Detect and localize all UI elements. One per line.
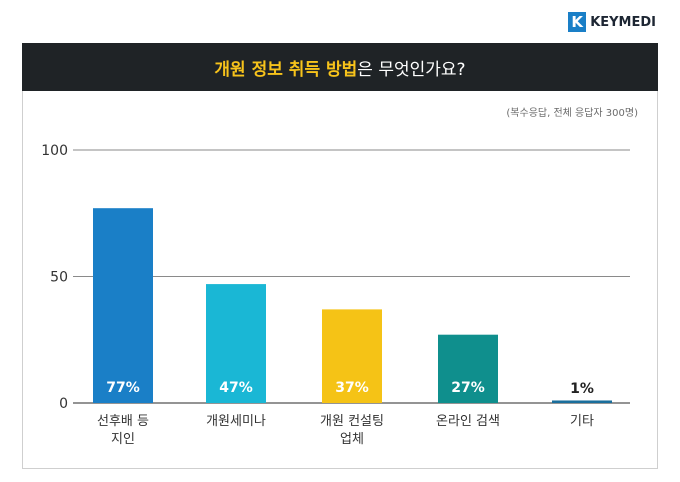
x-tick-label: 지인 — [111, 432, 135, 447]
data-label: 37% — [335, 380, 369, 396]
bar — [552, 400, 612, 403]
data-label: 1% — [570, 381, 594, 397]
x-tick-label: 업체 — [340, 432, 364, 447]
bar — [206, 284, 266, 403]
x-tick-label: 개원 컨설팅 — [320, 414, 384, 429]
survey-note: (복수응답, 전체 응답자 300명) — [506, 108, 638, 119]
x-tick-label: 개원세미나 — [206, 414, 266, 429]
x-tick-label: 선후배 등 — [97, 414, 149, 429]
bar — [438, 334, 498, 403]
x-tick-label: 기타 — [570, 414, 594, 429]
logo-mark: K — [568, 12, 587, 32]
title-highlight: 개원 정보 취득 방법 — [214, 59, 358, 80]
brand-logo: K KEYMEDI — [568, 12, 656, 32]
y-tick-label: 100 — [41, 143, 68, 159]
data-label: 47% — [219, 380, 253, 396]
title-bar: 개원 정보 취득 방법 은 무엇인가요? — [22, 43, 658, 91]
data-label: 27% — [451, 380, 485, 396]
data-label: 77% — [106, 380, 140, 396]
title-rest: 은 무엇인가요? — [357, 59, 466, 80]
y-tick-label: 50 — [50, 270, 68, 286]
bar — [93, 208, 153, 403]
brand-name: KEYMEDI — [590, 14, 656, 30]
bar — [322, 309, 382, 403]
y-tick-label: 0 — [59, 396, 68, 412]
x-tick-label: 온라인 검색 — [436, 414, 500, 429]
